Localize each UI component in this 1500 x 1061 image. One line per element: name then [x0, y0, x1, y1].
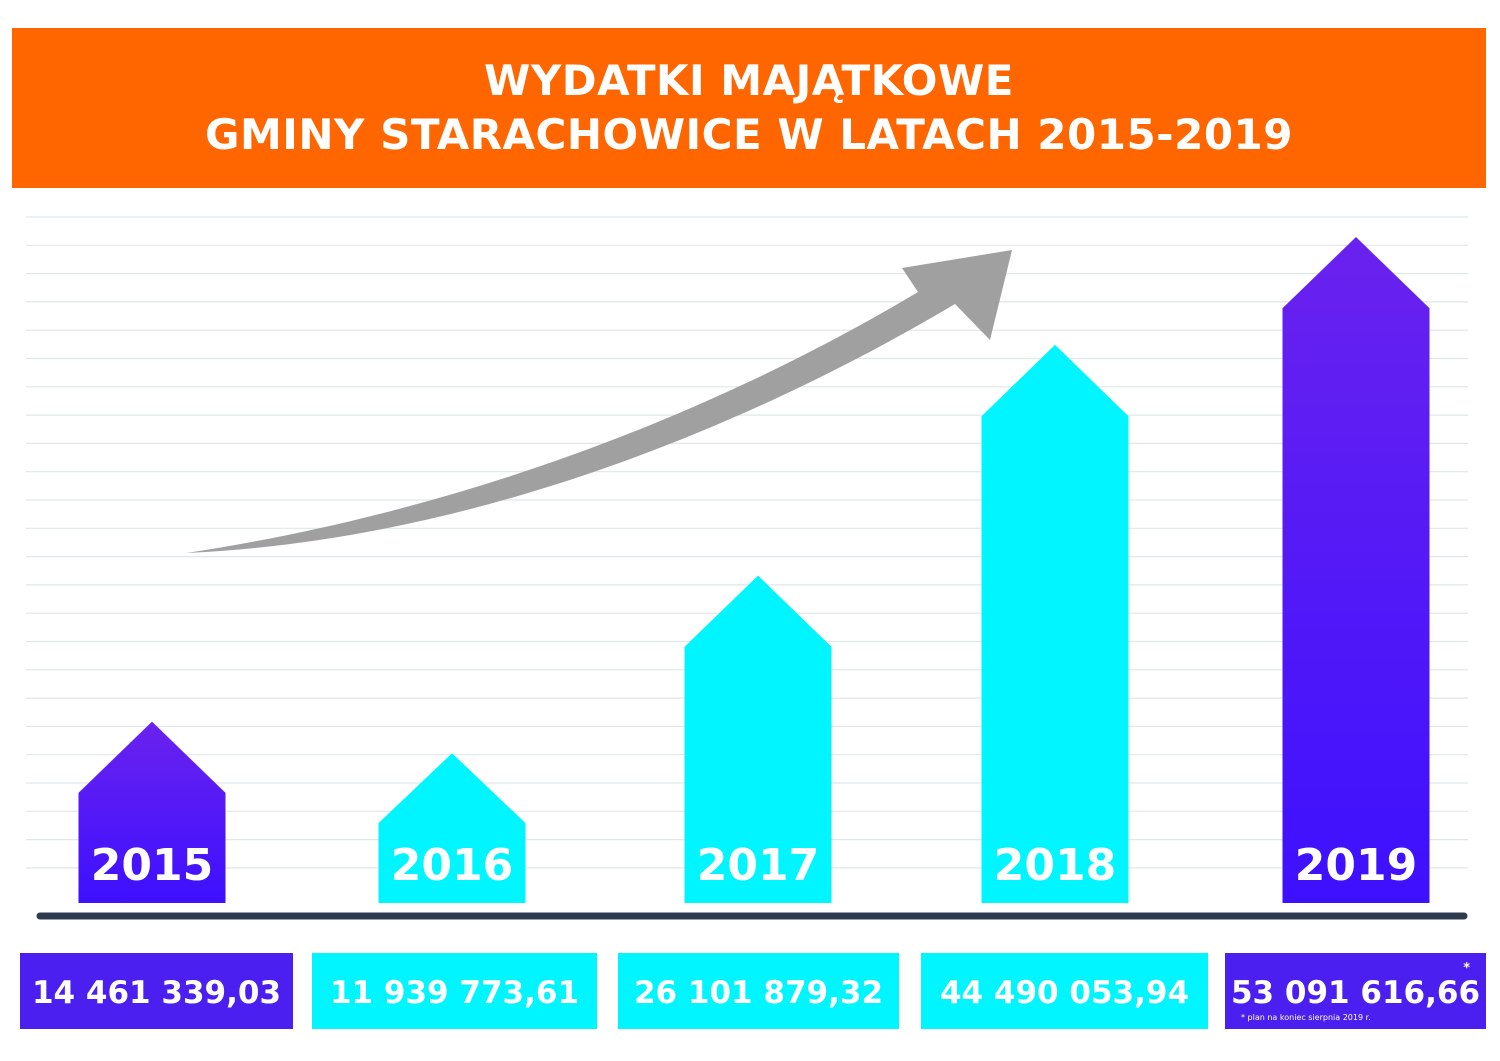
- value-label-2017: 26 101 879,32: [633, 975, 884, 1011]
- bar-2019: [1282, 237, 1430, 903]
- category-label-2015: 2015: [91, 840, 213, 891]
- value-box-2018: 44 490 053,94: [921, 953, 1208, 1029]
- bar-2015: [78, 721, 226, 903]
- bar-2018: [981, 344, 1129, 904]
- value-box-2016: 11 939 773,61: [312, 953, 597, 1029]
- bars: 2015 2016 2017 2018 2019: [78, 237, 1430, 904]
- chart-title-line-2: GMINY STARACHOWICE W LATACH 2015-2019: [204, 110, 1293, 159]
- category-label-2019: 2019: [1295, 840, 1417, 891]
- trend-arrow-icon: [186, 250, 1012, 553]
- category-label-2018: 2018: [994, 840, 1116, 891]
- footnote-text: * plan na koniec sierpnia 2019 r.: [1241, 1013, 1371, 1022]
- value-box-2017: 26 101 879,32: [618, 953, 899, 1029]
- title-banner: WYDATKI MAJĄTKOWE GMINY STARACHOWICE W L…: [12, 28, 1486, 188]
- bar-2017: [684, 575, 832, 903]
- bar-2016: [378, 753, 526, 903]
- value-label-2016: 11 939 773,61: [329, 975, 580, 1011]
- value-box-2015: 14 461 339,03: [20, 953, 293, 1029]
- value-label-2019: 53 091 616,66: [1230, 975, 1481, 1011]
- chart-title-line-1: WYDATKI MAJĄTKOWE: [484, 56, 1014, 105]
- value-label-2018: 44 490 053,94: [939, 975, 1190, 1011]
- value-box-2019: 53 091 616,66 * * plan na koniec sierpnia …: [1225, 953, 1486, 1029]
- category-label-2016: 2016: [391, 840, 513, 891]
- value-label-2015: 14 461 339,03: [31, 975, 282, 1011]
- category-label-2017: 2017: [697, 840, 819, 891]
- footnote-asterisk: *: [1463, 961, 1470, 976]
